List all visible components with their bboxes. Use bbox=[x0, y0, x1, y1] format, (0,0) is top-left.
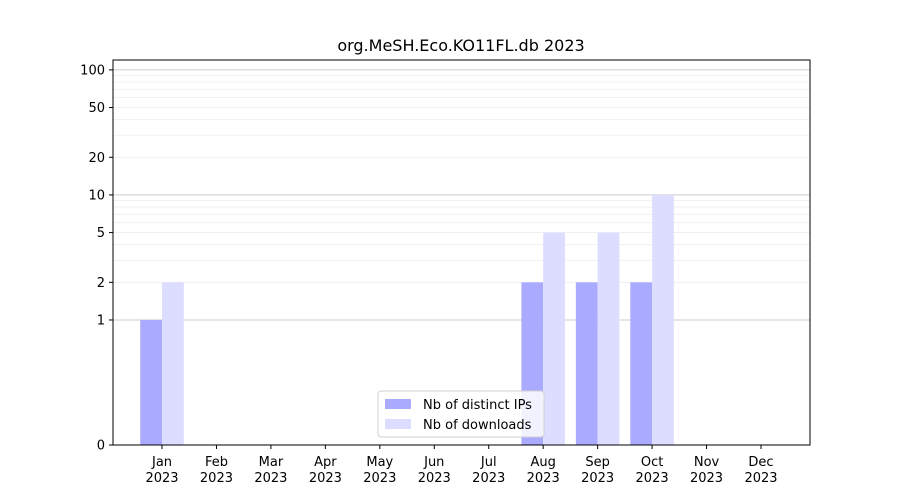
bar-downloads bbox=[543, 232, 565, 445]
x-tick-year-label: 2023 bbox=[472, 471, 505, 486]
y-tick-label: 1 bbox=[97, 313, 105, 328]
grid bbox=[113, 69, 810, 321]
bar-downloads bbox=[652, 194, 674, 445]
bar-distinct-ips bbox=[630, 282, 653, 445]
legend: Nb of distinct IPs Nb of downloads bbox=[377, 390, 545, 438]
x-tick-label: Mar bbox=[259, 455, 284, 470]
bar-downloads bbox=[597, 232, 620, 445]
x-tick-label: May bbox=[366, 455, 393, 470]
x-tick-label: Aug bbox=[530, 455, 555, 470]
x-tick-label: Sep bbox=[585, 455, 610, 470]
y-tick-label: 2 bbox=[97, 276, 105, 291]
x-tick-label: Feb bbox=[205, 455, 228, 470]
legend-label-downloads: Nb of downloads bbox=[423, 418, 532, 433]
axes: 0125102050100Jan2023Feb2023Mar2023Apr202… bbox=[80, 59, 811, 486]
x-tick-year-label: 2023 bbox=[200, 471, 233, 486]
x-tick-year-label: 2023 bbox=[636, 471, 669, 486]
y-tick-label: 20 bbox=[88, 151, 105, 166]
x-tick-year-label: 2023 bbox=[309, 471, 342, 486]
y-tick-label: 0 bbox=[97, 439, 105, 454]
y-tick-label: 5 bbox=[97, 226, 105, 241]
x-tick-year-label: 2023 bbox=[254, 471, 287, 486]
x-tick-year-label: 2023 bbox=[744, 471, 777, 486]
bar-distinct-ips bbox=[575, 282, 598, 445]
x-tick-label: Oct bbox=[641, 455, 663, 470]
legend-label-distinct-ips: Nb of distinct IPs bbox=[423, 398, 532, 413]
legend-swatch-distinct-ips bbox=[385, 399, 411, 409]
legend-box bbox=[377, 390, 545, 438]
x-tick-label: Jan bbox=[151, 455, 172, 470]
x-tick-label: Nov bbox=[694, 455, 720, 470]
y-tick-label: 100 bbox=[80, 63, 105, 78]
x-tick-label: Dec bbox=[748, 455, 773, 470]
x-tick-label: Jun bbox=[423, 455, 444, 470]
x-tick-year-label: 2023 bbox=[527, 471, 560, 486]
legend-swatch-downloads bbox=[385, 419, 411, 429]
x-tick-year-label: 2023 bbox=[418, 471, 451, 486]
x-tick-label: Apr bbox=[314, 455, 337, 470]
x-tick-year-label: 2023 bbox=[690, 471, 723, 486]
y-tick-label: 10 bbox=[88, 188, 105, 203]
x-tick-year-label: 2023 bbox=[363, 471, 396, 486]
y-tick-label: 50 bbox=[88, 101, 105, 116]
bar-downloads bbox=[162, 282, 184, 445]
x-tick-year-label: 2023 bbox=[145, 471, 178, 486]
x-tick-label: Jul bbox=[480, 455, 497, 470]
chart-title: org.MeSH.Eco.KO11FL.db 2023 bbox=[337, 36, 584, 55]
x-tick-year-label: 2023 bbox=[581, 471, 614, 486]
plot-frame bbox=[112, 59, 811, 446]
bar-distinct-ips bbox=[140, 319, 163, 445]
